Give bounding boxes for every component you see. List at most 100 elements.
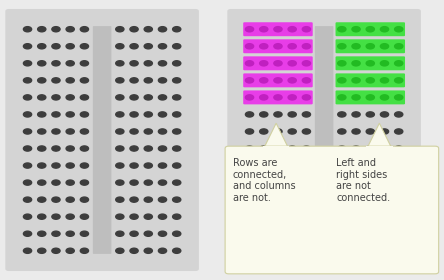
Circle shape (52, 112, 60, 117)
Circle shape (274, 129, 282, 134)
Circle shape (352, 146, 360, 151)
Circle shape (366, 197, 374, 202)
Circle shape (302, 112, 310, 117)
Circle shape (274, 112, 282, 117)
Circle shape (24, 214, 32, 219)
Circle shape (116, 27, 124, 32)
Circle shape (288, 180, 296, 185)
Circle shape (144, 214, 152, 219)
Circle shape (130, 180, 138, 185)
Circle shape (274, 27, 282, 32)
Circle shape (288, 214, 296, 219)
Circle shape (260, 180, 268, 185)
Circle shape (52, 248, 60, 253)
Circle shape (260, 61, 268, 66)
Circle shape (80, 27, 88, 32)
Circle shape (144, 27, 152, 32)
Circle shape (395, 146, 403, 151)
Circle shape (144, 95, 152, 100)
Circle shape (381, 112, 388, 117)
Circle shape (52, 27, 60, 32)
Circle shape (80, 180, 88, 185)
Circle shape (144, 231, 152, 236)
Circle shape (52, 61, 60, 66)
Circle shape (274, 248, 282, 253)
Circle shape (366, 78, 374, 83)
Circle shape (288, 78, 296, 83)
Circle shape (381, 231, 388, 236)
Circle shape (260, 146, 268, 151)
Circle shape (38, 61, 46, 66)
FancyBboxPatch shape (225, 146, 439, 274)
Circle shape (288, 248, 296, 253)
Circle shape (144, 163, 152, 168)
Circle shape (130, 27, 138, 32)
Circle shape (366, 248, 374, 253)
Circle shape (144, 129, 152, 134)
Circle shape (66, 27, 74, 32)
Circle shape (24, 180, 32, 185)
Circle shape (366, 27, 374, 32)
Circle shape (246, 146, 254, 151)
Circle shape (366, 112, 374, 117)
Circle shape (302, 248, 310, 253)
Circle shape (274, 61, 282, 66)
Circle shape (173, 231, 181, 236)
Circle shape (80, 112, 88, 117)
Circle shape (116, 95, 124, 100)
Bar (366, 146, 392, 150)
Circle shape (38, 197, 46, 202)
Circle shape (116, 248, 124, 253)
Circle shape (288, 163, 296, 168)
Circle shape (260, 112, 268, 117)
Circle shape (302, 78, 310, 83)
Circle shape (130, 61, 138, 66)
Circle shape (24, 95, 32, 100)
Circle shape (130, 248, 138, 253)
FancyBboxPatch shape (243, 39, 313, 53)
Circle shape (173, 112, 181, 117)
FancyBboxPatch shape (336, 39, 405, 53)
Circle shape (66, 129, 74, 134)
Circle shape (274, 78, 282, 83)
Circle shape (159, 146, 166, 151)
Circle shape (38, 163, 46, 168)
FancyBboxPatch shape (336, 90, 405, 104)
Circle shape (381, 248, 388, 253)
Circle shape (381, 44, 388, 49)
Circle shape (246, 163, 254, 168)
Circle shape (395, 112, 403, 117)
Circle shape (274, 231, 282, 236)
Circle shape (381, 197, 388, 202)
Circle shape (173, 197, 181, 202)
Circle shape (24, 248, 32, 253)
Circle shape (246, 112, 254, 117)
Circle shape (173, 129, 181, 134)
Text: Rows are
connected,
and columns
are not.: Rows are connected, and columns are not. (233, 158, 295, 203)
Circle shape (338, 163, 346, 168)
FancyBboxPatch shape (93, 26, 111, 254)
Circle shape (130, 197, 138, 202)
Circle shape (338, 95, 346, 100)
Circle shape (116, 163, 124, 168)
Circle shape (288, 197, 296, 202)
Circle shape (338, 44, 346, 49)
Circle shape (338, 231, 346, 236)
Circle shape (38, 112, 46, 117)
Circle shape (24, 197, 32, 202)
Circle shape (66, 95, 74, 100)
Circle shape (24, 61, 32, 66)
Circle shape (130, 129, 138, 134)
Circle shape (366, 95, 374, 100)
Circle shape (260, 95, 268, 100)
Circle shape (173, 248, 181, 253)
Circle shape (159, 163, 166, 168)
Circle shape (302, 146, 310, 151)
Circle shape (381, 129, 388, 134)
Circle shape (159, 180, 166, 185)
Circle shape (352, 61, 360, 66)
Circle shape (130, 231, 138, 236)
FancyBboxPatch shape (336, 22, 405, 36)
Circle shape (302, 180, 310, 185)
Bar (263, 146, 289, 150)
